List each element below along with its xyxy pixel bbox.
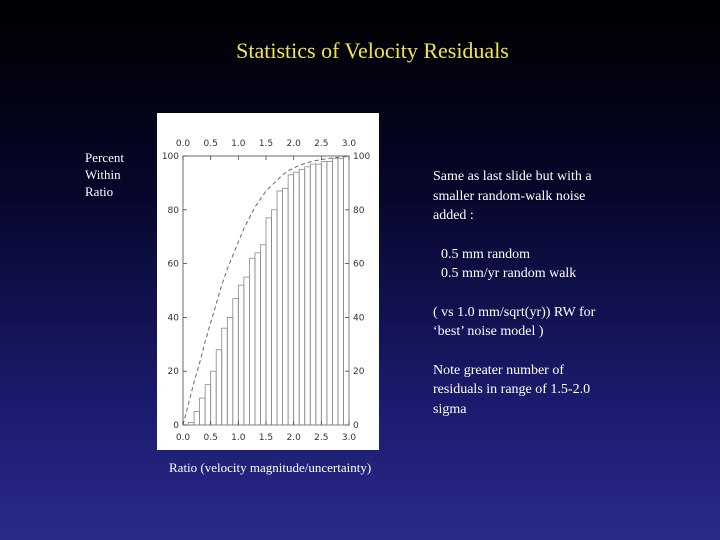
histogram-bar (287, 174, 295, 426)
histogram-bar (309, 163, 317, 426)
histogram-bar (304, 166, 311, 426)
y-axis-title-line-3: Ratio (85, 184, 114, 199)
notes-paragraph-4: Note greater number of residuals in rang… (433, 361, 683, 420)
histogram-bar (298, 169, 306, 426)
y-tick-label-left: 0 (173, 421, 179, 431)
x-tick-label-top: 2.0 (287, 139, 302, 149)
x-tick-label-top: 3.0 (342, 139, 357, 149)
x-tick-label-bottom: 0.0 (176, 433, 191, 443)
x-tick-label-top: 2.5 (314, 139, 328, 149)
histogram-bar (326, 160, 333, 426)
x-tick-label-bottom: 2.0 (287, 433, 302, 443)
histogram-bar (320, 160, 328, 426)
y-axis-title-line-2: Within (85, 167, 121, 182)
histogram-bar (243, 276, 250, 426)
histogram-bar (276, 190, 283, 426)
x-tick-label-bottom: 1.5 (259, 433, 273, 443)
histogram-bar (337, 158, 344, 426)
histogram-bar (237, 284, 245, 426)
notes-p3-line-1: ( vs 1.0 mm/sqrt(yr)) RW for (433, 304, 596, 320)
notes-p4-line-3: sigma (433, 401, 467, 417)
notes-p4-line-2: residuals in range of 1.5-2.0 (433, 382, 591, 397)
x-tick-label-top: 0.0 (176, 139, 191, 149)
notes-p2-line-1: 0.5 mm random (441, 246, 531, 262)
histogram-bar (215, 349, 223, 426)
y-tick-label-right: 0 (353, 421, 359, 431)
histogram-bar (315, 163, 322, 426)
cumulative-curve (182, 156, 350, 426)
notes-p4-line-1: Note greater number of (433, 362, 564, 378)
histogram-bar (188, 421, 195, 426)
y-tick-label-left: 100 (162, 152, 179, 162)
histogram-bar (199, 397, 206, 426)
notes-panel: Same as last slide but with a smaller ra… (433, 167, 683, 419)
histogram-svg: 0.0 0.0 0.5 0.5 1.0 1.0 1.5 1.5 2.0 2.0 2.5 2.5 3.0 3… (162, 139, 371, 443)
y-tick-label-left: 60 (168, 260, 180, 270)
histogram-bar (293, 171, 300, 426)
histogram-bar (271, 209, 278, 426)
histogram-bar (265, 217, 272, 426)
histogram-bar (193, 411, 200, 426)
y-tick-label-left: 40 (168, 313, 180, 323)
notes-paragraph-1: Same as last slide but with a smaller ra… (433, 167, 683, 226)
notes-p1-line-3: added : (433, 208, 474, 223)
y-axis-title-line-1: Percent (85, 150, 124, 165)
y-tick-label-right: 20 (353, 367, 365, 377)
histogram-bar (282, 187, 289, 426)
notes-p1-line-1: Same as last slide but with a (433, 169, 592, 184)
notes-p2-line-2: 0.5 mm/yr random walk (441, 266, 577, 281)
histogram-bar (260, 244, 267, 426)
slide-title: Statistics of Velocity Residuals (236, 38, 509, 63)
x-tick-label-bottom: 3.0 (342, 433, 357, 443)
x-axis-title: Ratio (velocity magnitude/uncertainty) (169, 460, 372, 475)
y-tick-label-left: 80 (168, 206, 180, 216)
histogram-bar (204, 384, 212, 426)
histogram-bar (249, 257, 256, 426)
y-tick-label-right: 40 (353, 313, 365, 323)
notes-p1-line-2: smaller random-walk noise (433, 188, 586, 204)
histogram-bar (331, 158, 339, 426)
y-axis-title: Percent Within Ratio (85, 149, 155, 200)
notes-p3-line-2: ‘best’ noise model ) (433, 324, 544, 339)
histogram-bar (221, 327, 228, 426)
x-tick-label-top: 0.5 (204, 139, 218, 149)
histogram-bar (254, 252, 261, 426)
x-tick-label-bottom: 0.5 (204, 433, 218, 443)
y-tick-label-right: 100 (353, 152, 370, 162)
x-tick-label-bottom: 2.5 (314, 433, 328, 443)
x-tick-label-bottom: 1.0 (231, 433, 246, 443)
x-tick-label-top: 1.5 (259, 139, 273, 149)
histogram-chart: 0.0 0.0 0.5 0.5 1.0 1.0 1.5 1.5 2.0 2.0 2.5 2.5 3.0 3… (157, 113, 379, 450)
y-tick-label-right: 60 (353, 260, 365, 270)
y-tick-label-left: 20 (168, 367, 180, 377)
x-tick-label-top: 1.0 (231, 139, 246, 149)
histogram-bar (232, 298, 239, 426)
y-tick-label-right: 80 (353, 206, 365, 216)
notes-paragraph-2: 0.5 mm random 0.5 mm/yr random walk (433, 245, 683, 284)
histogram-bar (343, 155, 350, 426)
histogram-bar (226, 316, 234, 426)
notes-paragraph-3: ( vs 1.0 mm/sqrt(yr)) RW for ‘best’ nois… (433, 303, 683, 342)
histogram-bar (210, 370, 217, 426)
